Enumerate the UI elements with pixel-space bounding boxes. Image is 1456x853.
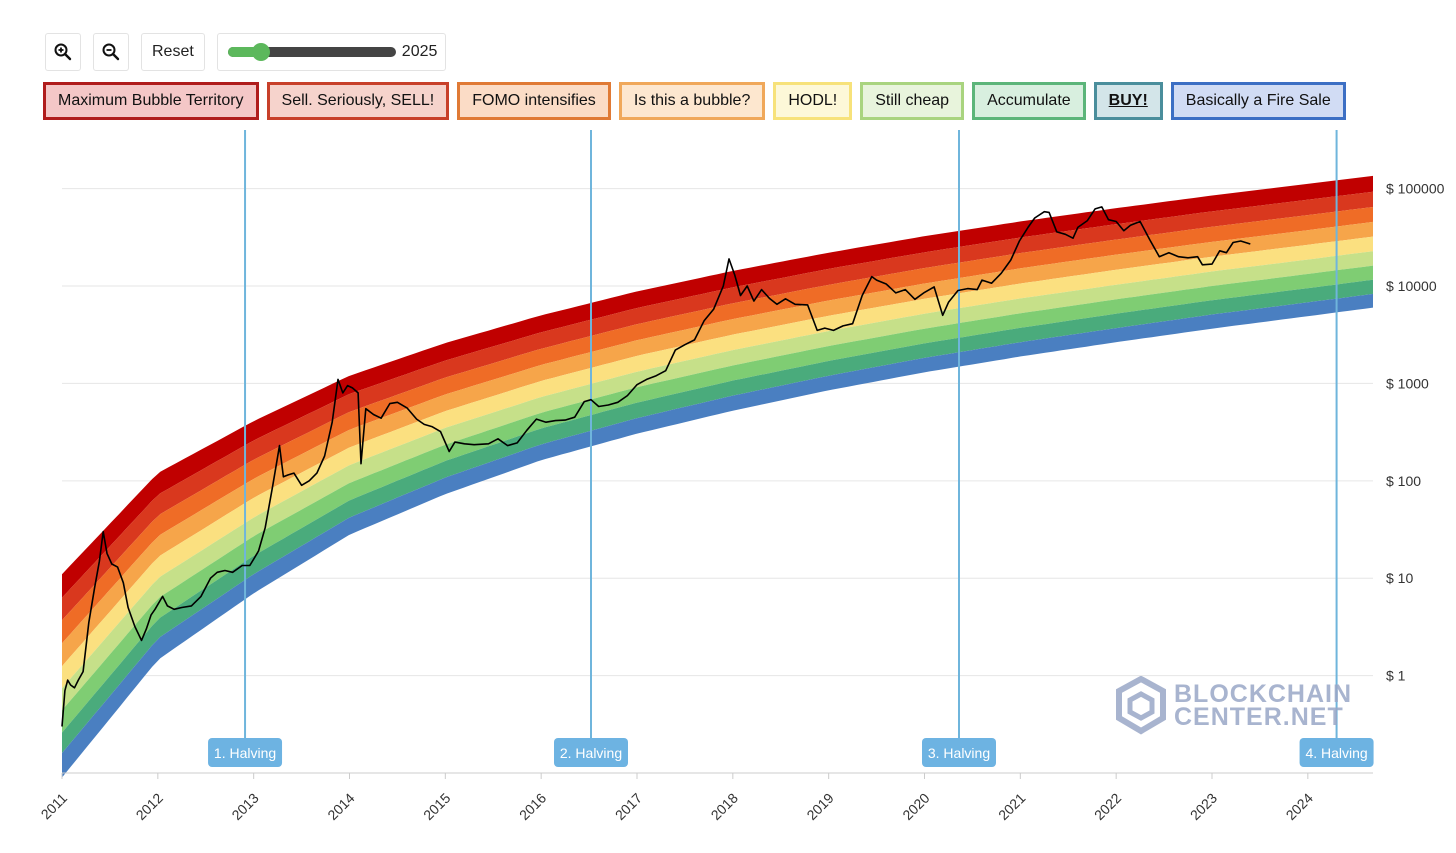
zoom-out-icon: [102, 43, 120, 61]
x-tick-label: 2018: [708, 790, 741, 823]
rainbow-bands: [62, 175, 1373, 778]
slider-thumb[interactable]: [252, 43, 271, 61]
slider-value: 2025: [401, 43, 438, 60]
halving-label-box: [208, 738, 283, 767]
rainbow-band-2: [62, 207, 1373, 644]
chart-toolbar: Reset 2025: [45, 33, 447, 73]
legend-button-4[interactable]: HODL!: [773, 82, 853, 120]
rainbow-band-4: [62, 236, 1373, 689]
legend-button-2[interactable]: FOMO intensifies: [457, 82, 611, 120]
legend-button-0[interactable]: Maximum Bubble Territory: [43, 82, 259, 120]
halving-label: 3. Halving: [928, 745, 990, 761]
x-tick-label: 2022: [1091, 790, 1124, 823]
legend-button-5[interactable]: Still cheap: [860, 82, 965, 120]
year-slider[interactable]: [227, 43, 396, 61]
blockchain-cube-icon: [1116, 676, 1166, 735]
legend-button-8[interactable]: Basically a Fire Sale: [1170, 82, 1346, 120]
y-tick-label: $ 100000: [1386, 181, 1445, 197]
legend-button-3[interactable]: Is this a bubble?: [618, 82, 766, 120]
halving-label: 2. Halving: [560, 745, 622, 761]
x-tick-label: 2014: [324, 790, 357, 823]
x-tick-label: 2016: [516, 790, 549, 823]
zoom-in-button[interactable]: [45, 33, 81, 71]
reset-button[interactable]: Reset: [141, 33, 205, 71]
watermark: BLOCKCHAIN CENTER.NET: [1116, 676, 1352, 736]
year-slider-box: 2025: [216, 33, 447, 71]
x-tick-label: 2019: [803, 790, 836, 823]
halving-label-box: [1299, 738, 1374, 767]
halving-label: 1. Halving: [214, 745, 276, 761]
x-tick-label: 2017: [612, 790, 645, 823]
y-tick-label: $ 10: [1386, 570, 1413, 586]
zoom-in-icon: [54, 43, 72, 61]
halving-lines: 1. Halving 2. Halving 3. Halving 4. Halving: [208, 130, 1374, 767]
halving-label-box: [554, 738, 628, 767]
rainbow-band-3: [62, 221, 1373, 667]
x-tick-label: 2021: [995, 790, 1028, 823]
watermark-line2: CENTER.NET: [1174, 703, 1344, 731]
y-tick-label: $ 1: [1386, 668, 1406, 684]
legend-button-1[interactable]: Sell. Seriously, SELL!: [266, 82, 450, 120]
x-tick-label: 2011: [38, 790, 71, 823]
halving-label: 4. Halving: [1305, 745, 1367, 761]
x-tick-label: 2015: [420, 790, 453, 823]
zoom-out-button[interactable]: [93, 33, 129, 71]
x-tick-label: 2020: [899, 790, 932, 823]
rainbow-band-8: [62, 293, 1373, 778]
slider-fill: [227, 47, 262, 57]
watermark-line1: BLOCKCHAIN: [1174, 680, 1353, 708]
legend-button-7[interactable]: BUY!: [1093, 82, 1163, 120]
x-tick-label: 2012: [133, 790, 166, 823]
halving-label-box: [922, 738, 996, 767]
y-tick-label: $ 1000: [1386, 375, 1429, 391]
band-legend: Maximum Bubble Territory Sell. Seriously,…: [43, 82, 1346, 120]
x-tick-label: 2024: [1283, 790, 1316, 823]
x-tick-label: 2023: [1187, 790, 1220, 823]
legend-button-6[interactable]: Accumulate: [972, 82, 1086, 120]
rainbow-band-7: [62, 279, 1373, 754]
rainbow-band-5: [62, 251, 1373, 711]
price-series: [61, 206, 1251, 727]
x-tick-label: 2013: [228, 790, 261, 823]
btc-price-line: [61, 206, 1251, 727]
y-tick-label: $ 100: [1386, 473, 1421, 489]
y-tick-label: $ 10000: [1386, 278, 1437, 294]
rainbow-band-6: [62, 265, 1373, 733]
